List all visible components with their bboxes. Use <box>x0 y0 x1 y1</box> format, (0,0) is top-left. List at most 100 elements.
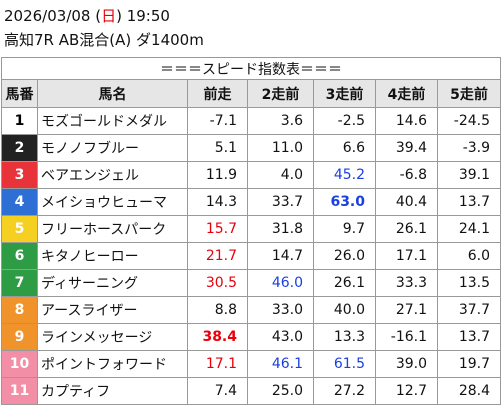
speed-index: 38.4 <box>187 323 248 351</box>
speed-index: 26.1 <box>375 215 438 243</box>
horse-name: ベアエンジェル <box>37 161 188 189</box>
column-header: 馬名 <box>37 79 188 108</box>
speed-index: 3.6 <box>247 107 314 135</box>
horse-number: 2 <box>1 134 38 162</box>
horse-number: 11 <box>1 377 38 405</box>
horse-row: 4 メイショウヒューマ 14.3 33.7 63.0 40.4 13.7 <box>1 188 502 216</box>
speed-index: 33.0 <box>247 296 314 324</box>
speed-index: 7.4 <box>187 377 248 405</box>
weekday: 日 <box>101 7 117 25</box>
horse-name: ポイントフォワード <box>37 350 188 378</box>
speed-index: 37.7 <box>436 296 502 324</box>
horse-row: 9 ラインメッセージ 38.4 43.0 13.3 -16.1 13.7 <box>1 323 502 351</box>
horse-number: 4 <box>1 188 38 216</box>
speed-index: 30.5 <box>187 269 248 297</box>
speed-index: 63.0 <box>313 188 376 216</box>
horse-row: 5 フリーホースパーク 15.7 31.8 9.7 26.1 24.1 <box>1 215 502 243</box>
horse-row: 6 キタノヒーロー 21.7 14.7 26.0 17.1 6.0 <box>1 242 502 270</box>
horse-name: メイショウヒューマ <box>37 188 188 216</box>
horse-row: 3 ベアエンジェル 11.9 4.0 45.2 -6.8 39.1 <box>1 161 502 189</box>
speed-index: -7.1 <box>187 107 248 135</box>
speed-index: 13.7 <box>436 323 502 351</box>
speed-index: 19.7 <box>436 350 502 378</box>
speed-index: 5.1 <box>187 134 248 162</box>
column-header: 3走前 <box>313 79 376 108</box>
speed-index: 28.4 <box>436 377 502 405</box>
table-title: ＝＝＝スピード指数表＝＝＝ <box>0 57 502 80</box>
speed-index: 40.4 <box>375 188 438 216</box>
speed-index: 8.8 <box>187 296 248 324</box>
speed-index: 45.2 <box>313 161 376 189</box>
horse-row: 2 モノノフブルー 5.1 11.0 6.6 39.4 -3.9 <box>1 134 502 162</box>
horse-name: モズゴールドメダル <box>37 107 188 135</box>
horse-row: 7 ディサーニング 30.5 46.0 26.1 33.3 13.5 <box>1 269 502 297</box>
speed-index: 39.0 <box>375 350 438 378</box>
speed-index: 33.7 <box>247 188 314 216</box>
horse-name: アースライザー <box>37 296 188 324</box>
speed-index: 13.3 <box>313 323 376 351</box>
speed-index: 17.1 <box>187 350 248 378</box>
speed-index: 13.5 <box>436 269 502 297</box>
horse-name: キタノヒーロー <box>37 242 188 270</box>
horse-number: 7 <box>1 269 38 297</box>
speed-index: 61.5 <box>313 350 376 378</box>
speed-index: 14.3 <box>187 188 248 216</box>
speed-index: 15.7 <box>187 215 248 243</box>
speed-index: 9.7 <box>313 215 376 243</box>
horse-name: ラインメッセージ <box>37 323 188 351</box>
time: ) 19:50 <box>116 7 170 25</box>
speed-index: 26.0 <box>313 242 376 270</box>
horse-row: 8 アースライザー 8.8 33.0 40.0 27.1 37.7 <box>1 296 502 324</box>
horse-row: 1 モズゴールドメダル -7.1 3.6 -2.5 14.6 -24.5 <box>1 107 502 135</box>
speed-index: 11.0 <box>247 134 314 162</box>
column-header: 馬番 <box>1 79 38 108</box>
horse-row: 11 カプティフ 7.4 25.0 27.2 12.7 28.4 <box>1 377 502 405</box>
speed-index: 39.1 <box>436 161 502 189</box>
title-row: ＝＝＝スピード指数表＝＝＝ <box>0 57 502 80</box>
speed-index: 17.1 <box>375 242 438 270</box>
horse-name: フリーホースパーク <box>37 215 188 243</box>
speed-index: 39.4 <box>375 134 438 162</box>
column-header: 4走前 <box>375 79 438 108</box>
speed-index: 14.6 <box>375 107 438 135</box>
horse-number: 10 <box>1 350 38 378</box>
horse-name: ディサーニング <box>37 269 188 297</box>
speed-index: -2.5 <box>313 107 376 135</box>
horse-number: 6 <box>1 242 38 270</box>
horse-number: 3 <box>1 161 38 189</box>
speed-index: 4.0 <box>247 161 314 189</box>
speed-index: 25.0 <box>247 377 314 405</box>
speed-index: 14.7 <box>247 242 314 270</box>
horse-number: 8 <box>1 296 38 324</box>
speed-index: 31.8 <box>247 215 314 243</box>
speed-table: ＝＝＝スピード指数表＝＝＝ 馬番 馬名 前走 2走前 3走前 4走前 5走前 1 モズゴールドメダ… <box>0 57 502 405</box>
speed-index: 26.1 <box>313 269 376 297</box>
speed-index: 43.0 <box>247 323 314 351</box>
column-header: 2走前 <box>247 79 314 108</box>
speed-index: 21.7 <box>187 242 248 270</box>
speed-index: 46.0 <box>247 269 314 297</box>
speed-index: -16.1 <box>375 323 438 351</box>
speed-index: 33.3 <box>375 269 438 297</box>
horse-number: 9 <box>1 323 38 351</box>
speed-index: 40.0 <box>313 296 376 324</box>
date: 2026/03/08 ( <box>4 7 102 25</box>
column-header: 5走前 <box>436 79 502 108</box>
horse-name: モノノフブルー <box>37 134 188 162</box>
header-row: 馬番 馬名 前走 2走前 3走前 4走前 5走前 <box>1 79 502 108</box>
speed-index: 11.9 <box>187 161 248 189</box>
horse-row: 10 ポイントフォワード 17.1 46.1 61.5 39.0 19.7 <box>1 350 502 378</box>
column-header: 前走 <box>187 79 248 108</box>
speed-index: 27.2 <box>313 377 376 405</box>
date-line: 2026/03/08 (日) 19:50 <box>4 6 170 26</box>
speed-index: 6.0 <box>436 242 502 270</box>
horse-name: カプティフ <box>37 377 188 405</box>
race-info: 高知7R AB混合(A) ダ1400m <box>4 31 204 49</box>
speed-index: -3.9 <box>436 134 502 162</box>
horse-number: 1 <box>1 107 38 135</box>
speed-index: 46.1 <box>247 350 314 378</box>
speed-index: 13.7 <box>436 188 502 216</box>
horse-number: 5 <box>1 215 38 243</box>
speed-index: 27.1 <box>375 296 438 324</box>
